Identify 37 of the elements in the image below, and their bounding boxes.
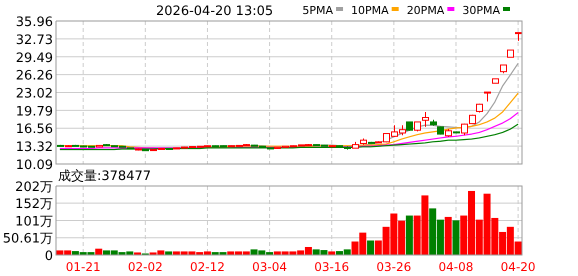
y-tick-label: 0	[44, 249, 53, 264]
bar	[367, 240, 374, 256]
x-tick-label: 02-12	[190, 260, 225, 274]
y-tick-label: 10.09	[16, 158, 53, 173]
candlestick	[414, 121, 421, 132]
chart-subtitle: 2026-04-20 13:05	[156, 4, 274, 19]
x-tick-label: 03-16	[314, 260, 350, 274]
legend-label: 30PMA	[462, 4, 500, 17]
y-tick-label: 19.79	[16, 104, 53, 120]
x-tick-label: 04-20	[500, 260, 536, 274]
y-tick-label: 202万	[15, 180, 53, 195]
y-tick-label: 16.56	[16, 122, 53, 138]
candlestick	[484, 92, 491, 102]
y-tick-label: 29.49	[16, 50, 53, 66]
y-tick-label: 50.61万	[2, 232, 53, 247]
y-tick-label: 23.02	[16, 86, 53, 102]
candlestick	[422, 111, 429, 128]
y-tick-label: 13.32	[16, 140, 53, 156]
legend-label: 10PMA	[351, 4, 390, 17]
x-tick-label: 04-08	[438, 260, 474, 274]
bar	[95, 248, 102, 256]
x-tick-label: 03-04	[252, 260, 288, 274]
legend-label: 20PMA	[406, 4, 445, 17]
chart-title: 成交量:378477	[58, 168, 152, 184]
y-tick-label: 32.73	[16, 32, 53, 48]
y-tick-label: 26.26	[16, 68, 53, 84]
y-tick-label: 152万	[15, 197, 53, 212]
legend-label: 5PMA	[302, 4, 334, 17]
y-tick-label: 101万	[15, 214, 53, 230]
bar	[444, 216, 452, 256]
x-tick-label: 02-02	[128, 260, 163, 274]
bar	[406, 216, 413, 256]
bar	[452, 220, 460, 256]
x-tick-label: 01-21	[66, 260, 101, 274]
x-tick-label: 03-26	[376, 260, 412, 274]
y-tick-label: 35.96	[16, 15, 53, 30]
line-series	[59, 124, 519, 150]
